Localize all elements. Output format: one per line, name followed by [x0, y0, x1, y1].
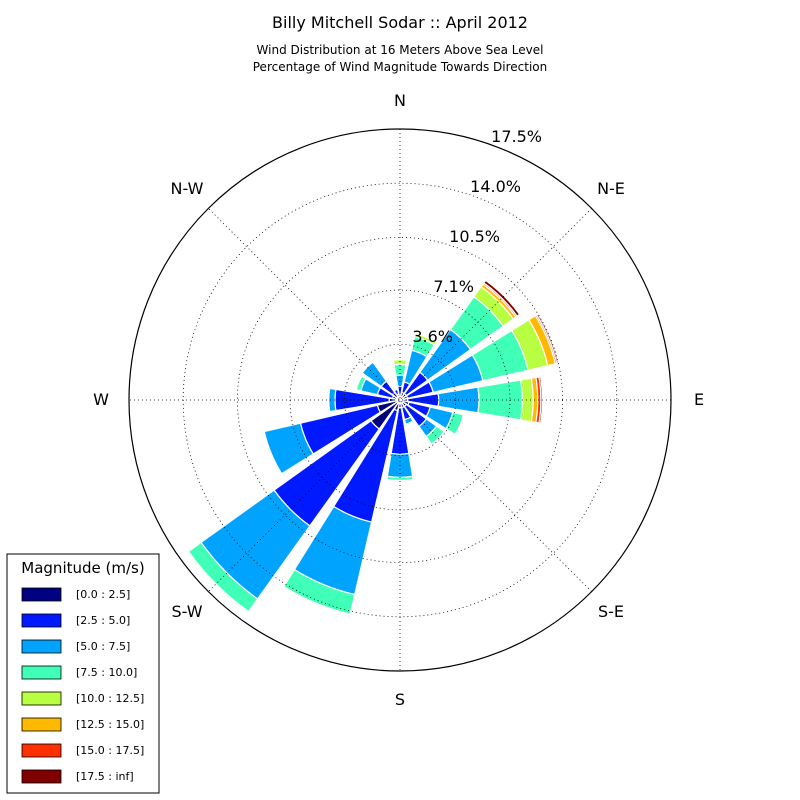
sector-90-bin-3	[477, 379, 523, 421]
chart-title: Billy Mitchell Sodar :: April 2012	[272, 13, 528, 32]
direction-label-n: N	[394, 91, 406, 110]
direction-label-s: S	[395, 690, 405, 709]
legend-swatch	[21, 743, 62, 758]
radial-tick-label-3: 10.5%	[449, 227, 500, 246]
legend: Magnitude (m/s) [0.0 : 2.5] [2.5 : 5.0] [5…	[6, 553, 160, 794]
sector-292.5-bin-3	[355, 375, 367, 392]
chart-labels: Billy Mitchell Sodar :: April 2012 Wind …	[93, 13, 704, 709]
sector-112.5-bin-3	[445, 411, 465, 436]
sector-67.5-bin-7	[535, 313, 560, 365]
sector-337.5-bin-1	[393, 388, 400, 396]
sector-22.5-bin-4	[414, 332, 437, 346]
legend-swatch	[21, 691, 62, 706]
legend-swatch	[21, 587, 62, 602]
legend-swatch	[21, 665, 62, 680]
radial-tick-label-1: 3.6%	[412, 327, 453, 346]
grid-ring	[343, 343, 457, 457]
legend-swatch	[21, 717, 62, 732]
sector-270-bin-2	[328, 387, 337, 413]
legend-label: [5.0 : 7.5]	[76, 640, 130, 653]
direction-label-w: W	[93, 390, 109, 409]
legend-swatch	[21, 769, 62, 784]
legend-label: [15.0 : 17.5]	[76, 744, 144, 757]
radial-tick-label-2: 7.1%	[433, 277, 474, 296]
direction-label-sw: S-W	[171, 602, 202, 621]
sector-45-bin-7	[483, 279, 521, 317]
direction-label-se: S-E	[598, 602, 624, 621]
sector-180-bin-3	[386, 475, 414, 482]
legend-title: Magnitude (m/s)	[21, 559, 144, 577]
legend-label: [2.5 : 5.0]	[76, 614, 130, 627]
legend-swatch	[21, 639, 62, 654]
direction-label-e: E	[694, 390, 704, 409]
direction-label-nw: N-W	[171, 179, 204, 198]
sector-135-bin-3	[425, 425, 445, 445]
grid-ring	[182, 182, 618, 618]
sector-315-bin-2	[361, 361, 388, 388]
chart-subtitle-line-2: Percentage of Wind Magnitude Towards Dir…	[253, 60, 547, 74]
radial-tick-label-4: 14.0%	[470, 177, 521, 196]
legend-label: [0.0 : 2.5]	[76, 588, 130, 601]
sector-157.5-bin-2	[403, 416, 414, 425]
legend-label: [7.5 : 10.0]	[76, 666, 137, 679]
legend-swatch	[21, 613, 62, 628]
sector-202.5-bin-3	[282, 568, 356, 615]
wind-rose-sectors	[187, 279, 560, 615]
direction-label-ne: N-E	[597, 179, 625, 198]
radial-grid	[128, 128, 672, 672]
legend-label: [10.0 : 12.5]	[76, 692, 144, 705]
chart-subtitle-line-1: Wind Distribution at 16 Meters Above Sea…	[257, 43, 544, 57]
sector-247.5-bin-2	[263, 422, 315, 475]
sector-90-bin-7	[538, 376, 543, 424]
sector-0-bin-4	[392, 359, 408, 366]
legend-label: [17.5 : inf]	[76, 770, 134, 783]
sector-225-bin-3	[187, 541, 259, 613]
sector-0-bin-2	[395, 374, 405, 387]
legend-label: [12.5 : 15.0]	[76, 718, 144, 731]
radial-tick-label-5: 17.5%	[491, 127, 542, 146]
